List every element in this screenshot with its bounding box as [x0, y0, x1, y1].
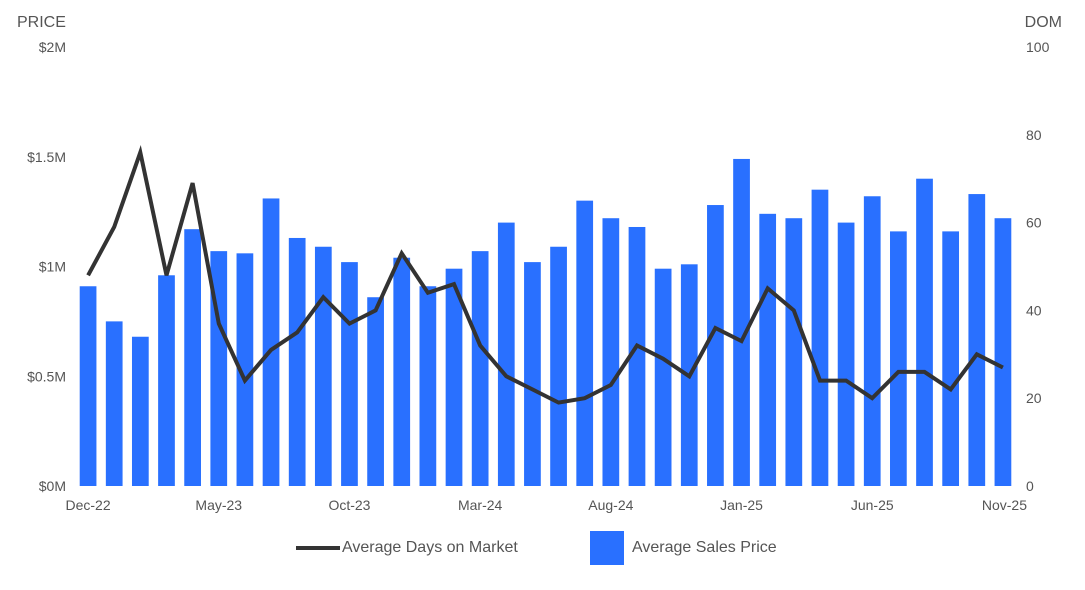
price-bar[interactable]	[288, 237, 306, 486]
legend-bar-swatch	[590, 531, 624, 565]
left-tick-label: $0.5M	[27, 368, 66, 384]
price-bar[interactable]	[654, 268, 672, 486]
price-bar[interactable]	[863, 196, 881, 486]
price-bar[interactable]	[837, 222, 855, 486]
legend-label-price: Average Sales Price	[632, 539, 777, 556]
left-tick-label: $2M	[39, 39, 66, 55]
price-bar[interactable]	[131, 336, 149, 486]
legend: Average Days on Market Average Sales Pri…	[0, 531, 1085, 565]
price-bar[interactable]	[942, 231, 960, 486]
price-bar[interactable]	[628, 226, 646, 487]
legend-item-dom[interactable]: Average Days on Market	[296, 531, 518, 565]
price-bar[interactable]	[811, 189, 829, 487]
left-tick-label: $1.5M	[27, 149, 66, 165]
left-tick-label: $1M	[39, 259, 66, 275]
x-tick-label: Dec-22	[65, 497, 110, 513]
legend-line-swatch	[296, 546, 340, 550]
price-bar[interactable]	[497, 222, 515, 486]
price-bar[interactable]	[550, 246, 567, 486]
price-bar[interactable]	[785, 218, 803, 486]
right-tick-label: 0	[1026, 478, 1034, 494]
x-tick-label: Oct-23	[328, 497, 370, 513]
price-bar[interactable]	[576, 200, 594, 486]
left-tick-label: $0M	[39, 478, 66, 494]
price-bar[interactable]	[262, 198, 280, 486]
price-bar[interactable]	[314, 246, 332, 486]
right-tick-label: 60	[1026, 215, 1042, 231]
x-tick-label: Mar-24	[458, 497, 503, 513]
x-tick-label: Jan-25	[720, 497, 763, 513]
price-bar[interactable]	[445, 268, 463, 486]
price-bar[interactable]	[471, 251, 489, 486]
price-bar[interactable]	[79, 286, 97, 486]
right-axis: 0 20 40 60 80 100	[1026, 39, 1050, 494]
x-axis: Dec-22 May-23 Oct-23 Mar-24 Aug-24 Jan-25 Jun-…	[65, 497, 1027, 513]
legend-item-price[interactable]: Average Sales Price	[590, 531, 777, 565]
left-axis-title: PRICE	[17, 14, 66, 31]
legend-label-dom: Average Days on Market	[342, 539, 518, 556]
dom-line-series	[86, 145, 1004, 405]
price-bar[interactable]	[707, 205, 724, 487]
price-bar[interactable]	[105, 321, 123, 486]
x-tick-label: May-23	[195, 497, 242, 513]
x-tick-label: Jun-25	[851, 497, 894, 513]
price-bar[interactable]	[419, 286, 437, 486]
price-bar[interactable]	[367, 297, 384, 486]
x-tick-label: Aug-24	[588, 497, 633, 513]
price-bar[interactable]	[341, 262, 358, 486]
price-bar[interactable]	[236, 253, 254, 486]
price-bar[interactable]	[184, 229, 201, 486]
right-tick-label: 40	[1026, 302, 1042, 318]
right-tick-label: 20	[1026, 390, 1042, 406]
right-tick-label: 100	[1026, 39, 1050, 55]
price-bar[interactable]	[890, 231, 907, 486]
left-axis: $0M $0.5M $1M $1.5M $2M	[27, 39, 66, 494]
price-bars	[79, 158, 1012, 487]
price-bar[interactable]	[733, 158, 750, 486]
price-bar[interactable]	[602, 218, 620, 486]
price-bar[interactable]	[158, 275, 175, 486]
right-tick-label: 80	[1026, 127, 1042, 143]
dom-line[interactable]	[86, 145, 1004, 405]
right-axis-title: DOM	[1025, 14, 1062, 31]
price-bar[interactable]	[759, 213, 777, 486]
price-bar[interactable]	[968, 194, 986, 486]
price-bar[interactable]	[524, 262, 541, 486]
price-bar[interactable]	[393, 257, 411, 486]
price-bar[interactable]	[916, 178, 933, 486]
price-bar[interactable]	[994, 218, 1012, 486]
x-tick-label: Nov-25	[982, 497, 1027, 513]
